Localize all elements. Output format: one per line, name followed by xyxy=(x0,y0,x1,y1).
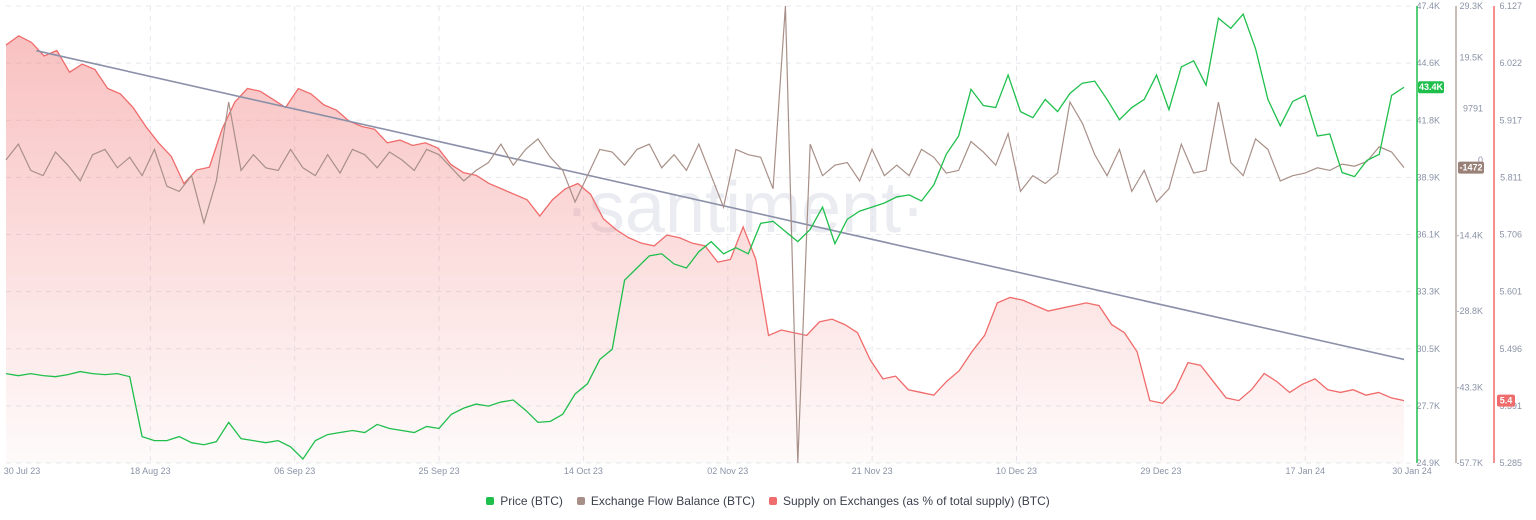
flow-last-badge-bg xyxy=(1458,161,1484,174)
supply-tick-label: 5.706 xyxy=(1499,230,1522,240)
trendline xyxy=(36,49,1405,361)
legend-item-flow[interactable]: Exchange Flow Balance (BTC) xyxy=(576,494,755,508)
x-tick-label: 14 Oct 23 xyxy=(564,466,603,476)
price-tick-label: 24.9K xyxy=(1416,458,1440,468)
flow-tick-label: -43.3K xyxy=(1456,382,1483,392)
price-series xyxy=(5,12,1405,460)
supply-tick-label: 5.601 xyxy=(1499,287,1522,297)
price-tick-label: 27.7K xyxy=(1416,401,1440,411)
x-tick-label: 02 Nov 23 xyxy=(707,466,748,476)
supply-area xyxy=(6,35,1404,464)
flow-tick-label: 9791 xyxy=(1463,103,1483,113)
legend-item-supply[interactable]: Supply on Exchanges (as % of total suppl… xyxy=(768,494,1050,508)
supply-series xyxy=(5,35,1405,464)
supply-tick-label: 5.811 xyxy=(1500,172,1522,182)
price-last-badge: 43.4K xyxy=(1419,82,1444,92)
supply-tick-label: 5.285 xyxy=(1499,458,1522,468)
flow-last-badge: -1472 xyxy=(1459,163,1482,173)
x-tick-label: 18 Aug 23 xyxy=(130,466,171,476)
flow-line xyxy=(5,5,1405,464)
supply-last-badge: 5.4 xyxy=(1500,396,1513,406)
supply-tick-label: 5.917 xyxy=(1499,115,1522,125)
chart-canvas: ·santiment· 47.4K44.6K41.8K38.9K36.1K33.… xyxy=(4,1,1522,476)
price-tick-label: 30.5K xyxy=(1416,344,1440,354)
legend-label-supply: Supply on Exchanges (as % of total suppl… xyxy=(782,494,1050,508)
legend-label-price: Price (BTC) xyxy=(500,494,563,508)
supply-tick-label: 5.496 xyxy=(1499,344,1522,354)
supply-tick-label: 6.127 xyxy=(1499,1,1522,11)
price-tick-label: 44.6K xyxy=(1416,58,1440,68)
legend-swatch-price xyxy=(486,497,495,505)
x-tick-label: 30 Jan 24 xyxy=(1392,466,1432,476)
supply-tick-label: 6.022 xyxy=(1499,58,1522,68)
last-value-badges: 43.4K -1472 5.4 xyxy=(1418,81,1515,407)
price-tick-label: 36.1K xyxy=(1416,230,1440,240)
flow-tick-label: -28.8K xyxy=(1456,306,1483,316)
legend-item-price[interactable]: Price (BTC) xyxy=(486,494,563,508)
x-tick-label: 25 Sep 23 xyxy=(419,466,460,476)
flow-tick-label: -57.7K xyxy=(1456,458,1483,468)
legend-swatch-supply xyxy=(768,497,777,505)
legend: Price (BTC) Exchange Flow Balance (BTC) … xyxy=(0,491,1536,511)
x-tick-label: 30 Jul 23 xyxy=(4,466,41,476)
flow-tick-label: -14.4K xyxy=(1456,231,1483,241)
price-line xyxy=(5,12,1405,460)
x-tick-label: 21 Nov 23 xyxy=(852,466,893,476)
x-tick-label: 10 Dec 23 xyxy=(996,466,1037,476)
axes: 47.4K 44.6K 41.8K 38.9K 36.1K 33.3K 30.5K 27.7K… xyxy=(4,1,1522,476)
price-tick-label: 38.9K xyxy=(1416,172,1440,182)
x-tick-label: 06 Sep 23 xyxy=(274,466,315,476)
x-tick-label: 29 Dec 23 xyxy=(1140,466,1181,476)
legend-label-flow: Exchange Flow Balance (BTC) xyxy=(590,494,755,508)
x-tick-label: 17 Jan 24 xyxy=(1285,466,1325,476)
supply-last-badge-bg xyxy=(1497,394,1515,407)
flow-series xyxy=(5,5,1405,464)
trendline-line xyxy=(36,49,1405,361)
legend-swatch-flow xyxy=(576,497,585,505)
price-tick-label: 47.4K xyxy=(1416,1,1440,11)
price-tick-label: 33.3K xyxy=(1416,287,1440,297)
flow-tick-label: 29.3K xyxy=(1459,1,1483,11)
flow-tick-label: 0 xyxy=(1478,155,1483,165)
price-last-badge-bg xyxy=(1418,81,1444,94)
price-tick-label: 41.8K xyxy=(1416,115,1440,125)
flow-tick-label: 19.5K xyxy=(1459,52,1483,62)
